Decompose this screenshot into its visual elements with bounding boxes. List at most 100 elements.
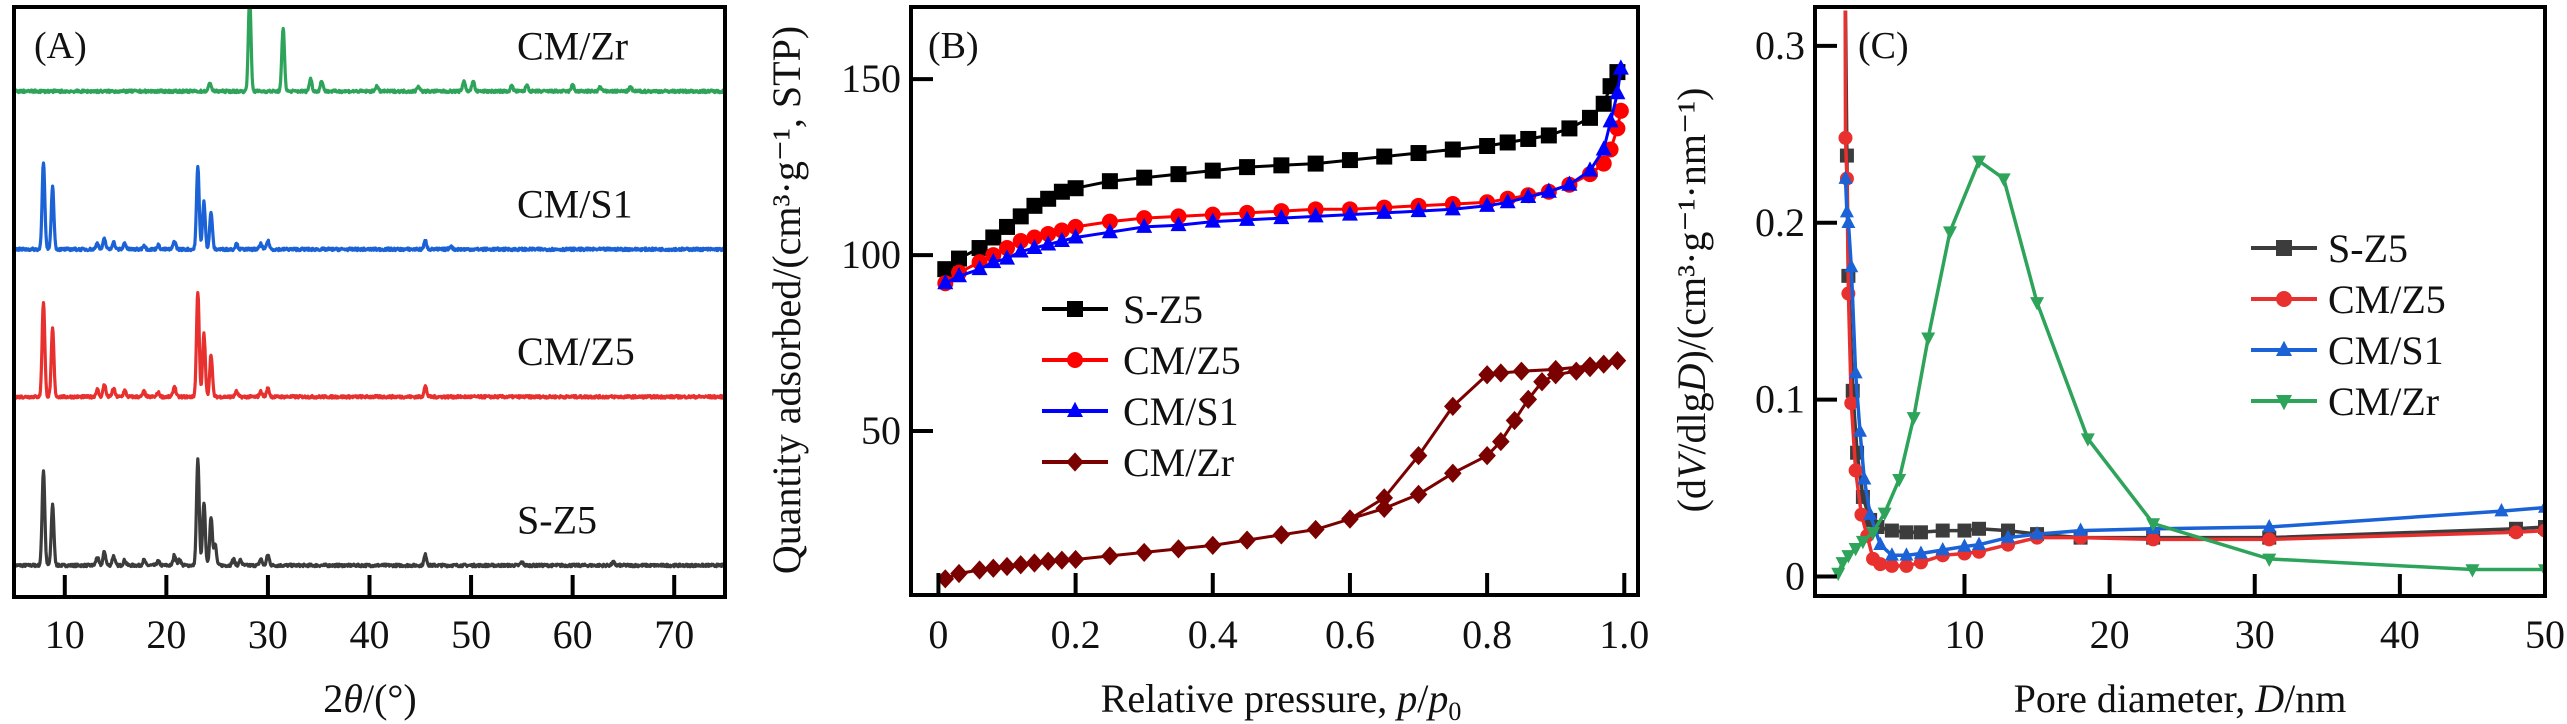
data-point-cm-s1 — [1913, 545, 1928, 559]
legend-marker-circle — [2276, 291, 2292, 307]
data-point-cm-s1 — [985, 252, 1002, 269]
data-point-cm-s1 — [1844, 258, 1859, 273]
data-point-cm-zr — [1444, 463, 1462, 483]
panel-b-isotherm: (B) 0 0.2 0.4 0.6 0.8 1.0 50 100 150 Quantity a… — [764, 5, 1649, 724]
data-point-cm-s1 — [1239, 210, 1256, 226]
panel-b-label: (B) — [928, 25, 979, 67]
data-point-cm-s1 — [1444, 200, 1461, 216]
data-point-cm-s1 — [1561, 175, 1578, 191]
legend-item-cm-zr: CM/Zr — [1042, 440, 1234, 485]
data-point-cm-zr — [1841, 550, 1856, 564]
panel-a-xrd: (A) 10 20 30 40 50 60 70 2θ/(°) S-Z5 CM/Z5 CM/S1… — [12, 5, 727, 721]
series-cm-zr — [936, 351, 1627, 589]
panel-b-frame — [909, 5, 1640, 597]
x-tick-label: 0.8 — [1462, 612, 1512, 657]
data-point-cm-s1 — [1520, 187, 1537, 204]
y-tick-label: 50 — [861, 408, 901, 453]
data-point-cm-s1 — [1841, 214, 1856, 229]
data-point-s-z5 — [1012, 208, 1029, 225]
data-point-cm-zr — [2146, 518, 2161, 532]
data-point-cm-zr — [1892, 474, 1907, 488]
y-title-open: (d — [1669, 479, 1714, 512]
data-point-cm-zr — [970, 560, 989, 580]
data-point-cm-s1 — [1307, 207, 1324, 223]
x-title-unit: /(°) — [363, 676, 417, 721]
data-point-cm-zr — [984, 558, 1003, 578]
data-point-s-z5 — [1410, 145, 1427, 162]
panel-b-y-ticks: 50 100 150 — [841, 56, 933, 453]
data-point-cm-s1 — [951, 266, 968, 283]
panel-c-x-ticks: 10 20 30 40 50 — [1944, 574, 2565, 657]
x-title-main: Pore diameter, — [2014, 676, 2256, 721]
series-cm-s1 — [1838, 170, 2545, 561]
y-tick-label: 100 — [841, 232, 901, 277]
panel-a-trace-labels: S-Z5 CM/Z5 CM/S1 CM/Zr — [517, 23, 635, 542]
x-tick-label: 60 — [553, 612, 593, 657]
data-point-cm-zr — [1971, 155, 1986, 169]
x-title-theta: θ — [343, 676, 363, 721]
data-point-s-z5 — [1913, 525, 1928, 540]
data-point-cm-s1 — [999, 249, 1016, 265]
x-tick-label: 50 — [2525, 612, 2565, 657]
x-title-var1: p — [1394, 676, 1417, 721]
data-point-cm-s1 — [1971, 536, 1986, 550]
legend-label: CM/Z5 — [1123, 338, 1241, 383]
x-title-slash: / — [1417, 676, 1429, 721]
panel-b-x-axis-title: Relative pressure, p/p0 — [1101, 676, 1462, 724]
series-cm-zr — [1831, 155, 2545, 582]
data-point-cm-zr — [1505, 410, 1524, 431]
data-point-cm-zr — [1444, 396, 1462, 416]
legend-label: CM/S1 — [1123, 389, 1239, 434]
data-point-s-z5 — [1273, 157, 1290, 174]
x-tick-label: 50 — [451, 612, 491, 657]
x-tick-label: 0.6 — [1325, 612, 1375, 657]
data-point-cm-s1 — [1410, 201, 1427, 218]
data-point-cm-zr — [1512, 361, 1531, 381]
data-point-cm-zr — [1608, 351, 1627, 371]
y-title-unit: )/(cm³·g⁻¹·nm⁻¹) — [1669, 88, 1714, 364]
data-point-cm-zr — [1066, 549, 1085, 570]
data-point-s-z5 — [1204, 162, 1221, 179]
y-title-d: D — [1669, 363, 1714, 393]
data-point-cm-s1 — [1581, 161, 1598, 177]
data-point-cm-zr — [1831, 567, 1846, 582]
data-point-cm-s1 — [1026, 238, 1043, 255]
legend-marker-square — [1067, 301, 1083, 317]
legend-item-s-z5: S-Z5 — [1042, 287, 1203, 332]
data-point-cm-zr — [1409, 484, 1428, 504]
legend-item-cm-z5: CM/Z5 — [2251, 277, 2446, 322]
x-title-var: D — [2254, 676, 2284, 721]
data-point-s-z5 — [1026, 197, 1043, 214]
data-point-cm-zr — [1135, 542, 1153, 563]
legend-marker-square — [2276, 240, 2292, 256]
data-point-cm-z5 — [1067, 218, 1084, 235]
x-tick-label: 40 — [2380, 612, 2420, 657]
data-point-s-z5 — [1520, 130, 1537, 147]
data-point-cm-zr — [1341, 509, 1359, 529]
data-point-cm-zr — [1855, 535, 1870, 550]
data-point-cm-s1 — [1857, 471, 1872, 485]
data-point-cm-s1 — [1040, 235, 1057, 251]
series-line-cm-s1 — [1843, 178, 2545, 558]
legend-item-cm-s1: CM/S1 — [2251, 328, 2444, 373]
data-point-s-z5 — [1136, 169, 1153, 186]
data-point-cm-zr — [2080, 433, 2095, 447]
legend-label: CM/Z5 — [2328, 277, 2446, 322]
data-point-cm-s1 — [1873, 536, 1888, 550]
legend-item-cm-zr: CM/Zr — [2251, 379, 2439, 424]
legend-marker-triangle-up — [1067, 401, 1083, 417]
data-point-cm-z5 — [1884, 558, 1899, 573]
data-point-cm-s1 — [1136, 217, 1153, 233]
data-point-cm-z5 — [2262, 532, 2277, 547]
data-point-s-z5 — [1499, 134, 1516, 151]
data-point-cm-s1 — [1884, 547, 1899, 561]
panel-c-y-axis-title: (dV/dlgD)/(cm³·g⁻¹·nm⁻¹) — [1669, 88, 1714, 513]
data-point-cm-z5 — [1899, 558, 1914, 573]
data-point-cm-s1 — [2494, 503, 2509, 517]
data-point-cm-zr — [1169, 539, 1188, 559]
data-point-cm-zr — [1053, 550, 1071, 570]
data-point-cm-s1 — [1595, 140, 1612, 156]
panel-a-x-axis-title: 2θ/(°) — [323, 676, 416, 721]
x-tick-label: 0.4 — [1188, 612, 1238, 657]
